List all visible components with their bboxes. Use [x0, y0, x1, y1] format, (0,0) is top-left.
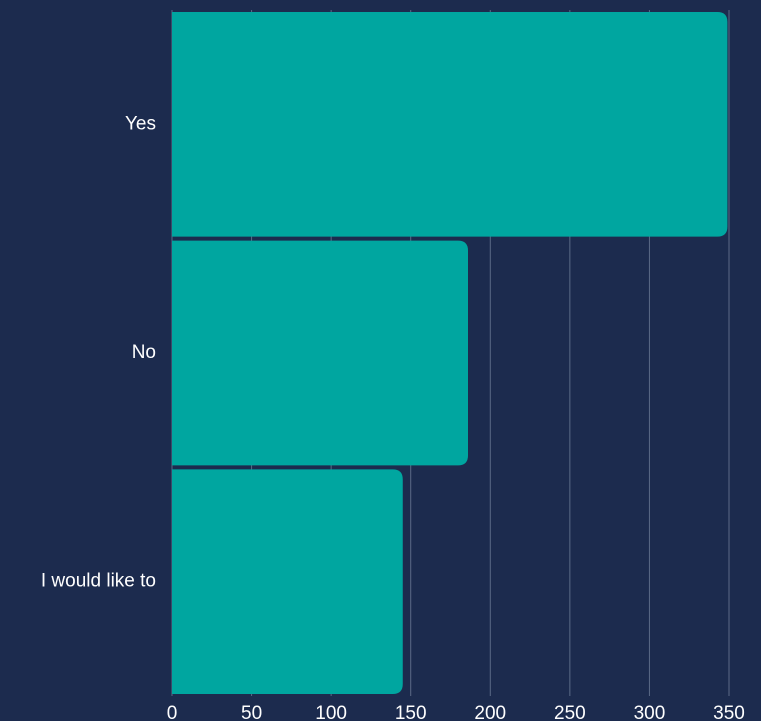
x-tick-label-250: 250: [554, 703, 586, 721]
category-label-yes: Yes: [125, 113, 156, 134]
bar-i-would-like-to: [172, 469, 403, 694]
x-axis-tick-labels: 0 50 100 150 200 250 300 350: [167, 703, 745, 721]
x-tick-label-200: 200: [474, 703, 506, 721]
category-labels: Yes No I would like to: [41, 113, 156, 591]
category-label-no: No: [132, 342, 156, 363]
bar-no: [172, 240, 469, 466]
bar-yes: [172, 12, 728, 237]
x-tick-label-100: 100: [315, 703, 347, 721]
x-tick-label-300: 300: [634, 703, 666, 721]
x-tick-label-150: 150: [395, 703, 427, 721]
bars: [172, 12, 728, 694]
x-tick-label-350: 350: [713, 703, 745, 721]
category-label-i-would-like-to: I would like to: [41, 571, 156, 592]
x-tick-label-50: 50: [241, 703, 262, 721]
x-tick-label-0: 0: [167, 703, 178, 721]
